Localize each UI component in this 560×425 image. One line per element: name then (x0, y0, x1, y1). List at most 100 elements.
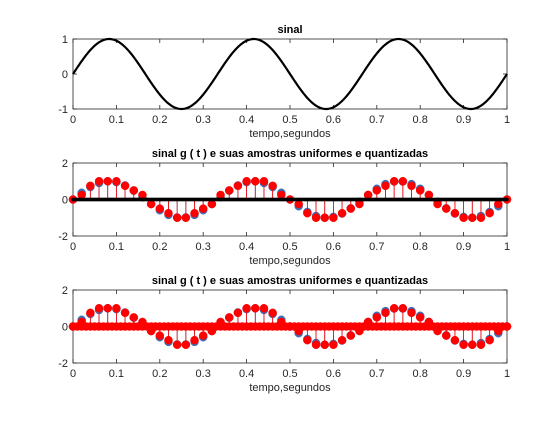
y-tick-label: 0 (62, 322, 68, 334)
stem-marker (86, 181, 95, 191)
stem-marker (320, 340, 329, 349)
stem-marker (251, 177, 260, 186)
stem-marker (268, 181, 277, 191)
x-tick-label: 0.3 (196, 368, 211, 380)
x-tick-label: 0.9 (456, 114, 471, 126)
series-3 (68, 322, 512, 331)
stem-marker (172, 213, 182, 222)
stem-marker (233, 308, 243, 318)
x-tick-label: 0.7 (369, 241, 384, 253)
stem-marker (502, 322, 512, 331)
stem-marker (329, 213, 338, 222)
y-tick-label: -2 (58, 358, 68, 370)
x-tick-label: 1 (504, 114, 510, 126)
stem-marker (311, 340, 321, 349)
stem-marker (381, 308, 390, 318)
stem-marker (155, 204, 165, 213)
stem-marker (468, 213, 477, 222)
signal-line (72, 37, 508, 111)
stem-marker (468, 340, 477, 349)
stem-marker (441, 204, 451, 213)
series-1 (72, 37, 508, 111)
stem-marker (251, 304, 260, 313)
stem-marker (450, 335, 460, 345)
stem-marker (94, 177, 104, 186)
x-axis-label: tempo,segundos (249, 128, 331, 140)
stem-marker (346, 204, 356, 213)
stem-marker (242, 177, 251, 186)
x-tick-label: 0.1 (109, 114, 124, 126)
stem-marker (103, 177, 112, 186)
stem-marker (112, 304, 121, 313)
stem-marker (198, 204, 208, 213)
stem-marker (112, 177, 121, 186)
stem-marker (407, 308, 416, 318)
x-tick-label: 0.7 (369, 368, 384, 380)
stem-marker (94, 304, 104, 313)
stem-marker (172, 340, 182, 349)
stem-marker (346, 331, 356, 340)
stem-marker (476, 213, 486, 222)
chart-title: sinal (277, 24, 302, 36)
x-tick-label: 0 (70, 368, 76, 380)
stem-marker (190, 208, 199, 218)
x-tick-label: 0.7 (369, 114, 384, 126)
x-tick-label: 0.9 (456, 241, 471, 253)
stem-marker (441, 331, 451, 340)
x-tick-label: 0.4 (239, 241, 254, 253)
series-2 (68, 177, 512, 222)
stem-marker (120, 308, 130, 318)
stem-marker (381, 181, 390, 191)
stem-marker (120, 181, 130, 191)
y-tick-label: 0 (62, 195, 68, 207)
x-tick-label: 0.2 (152, 241, 167, 253)
stem-marker (242, 304, 251, 313)
stem-marker (303, 208, 312, 218)
x-tick-label: 0.1 (109, 368, 124, 380)
stem-marker (233, 181, 243, 191)
y-tick-label: 2 (62, 158, 68, 170)
x-tick-label: 0.6 (326, 368, 341, 380)
stem-marker (259, 304, 269, 313)
stem-marker (389, 304, 399, 313)
stem-marker (407, 181, 416, 191)
x-tick-label: 0.3 (196, 114, 211, 126)
stem-marker (398, 304, 408, 313)
stem-marker (459, 340, 468, 349)
x-tick-label: 0.8 (413, 241, 428, 253)
stem-marker (181, 213, 191, 222)
y-tick-label: -2 (58, 231, 68, 243)
x-tick-label: 0 (70, 241, 76, 253)
x-axis-label: tempo,segundos (249, 382, 331, 394)
x-tick-label: 0.5 (282, 368, 297, 380)
x-tick-label: 0.5 (282, 241, 297, 253)
x-tick-label: 0.5 (282, 114, 297, 126)
series-3 (71, 197, 509, 202)
stem-marker (372, 313, 382, 322)
stem-marker (320, 213, 329, 222)
stem-marker (415, 186, 425, 195)
chart-title: sinal g ( t ) e suas amostras uniformes … (152, 148, 428, 160)
stem-marker (86, 308, 95, 318)
stem-marker (303, 335, 312, 345)
stem-marker (129, 313, 139, 322)
stem-marker (337, 335, 347, 345)
x-tick-label: 0.3 (196, 241, 211, 253)
y-tick-label: 2 (62, 285, 68, 297)
stem-marker (485, 335, 494, 345)
x-tick-label: 0.8 (413, 114, 428, 126)
stem-marker (155, 331, 165, 340)
x-axis-label: tempo,segundos (249, 255, 331, 267)
stem-marker (485, 208, 494, 218)
stem-marker (268, 308, 277, 318)
x-tick-label: 0.9 (456, 368, 471, 380)
x-tick-label: 0.6 (326, 114, 341, 126)
stem-marker (459, 213, 468, 222)
stem-marker (329, 340, 338, 349)
y-tick-label: -1 (58, 104, 68, 116)
stem-marker (164, 208, 173, 218)
y-tick-label: 1 (62, 34, 68, 46)
stem-marker (181, 340, 191, 349)
